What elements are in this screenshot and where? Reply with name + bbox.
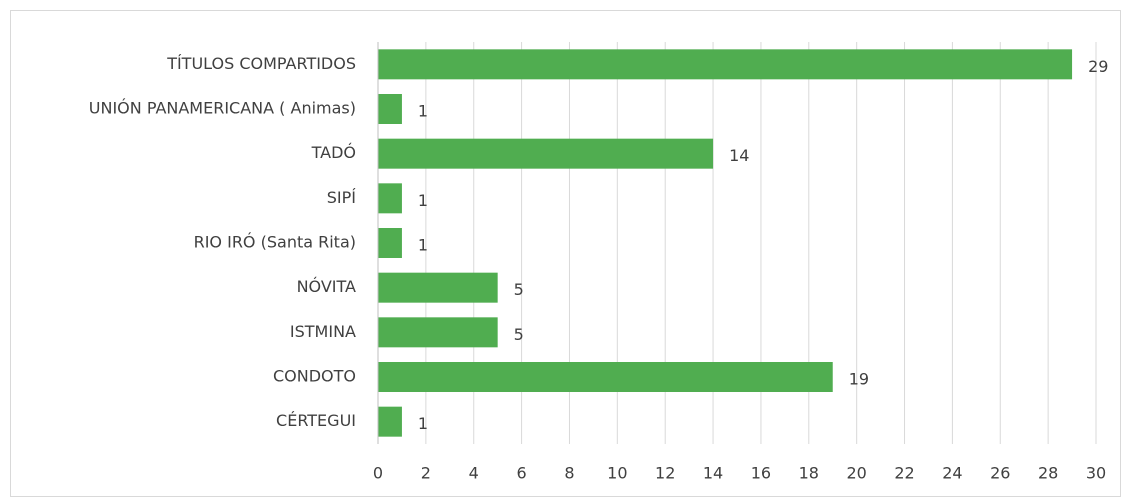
x-tick-label: 30 <box>1086 464 1106 483</box>
x-tick-label: 6 <box>517 464 527 483</box>
x-tick-label: 28 <box>1038 464 1058 483</box>
y-tick-label: UNIÓN PANAMERICANA ( Animas) <box>89 99 356 118</box>
bar <box>378 94 402 124</box>
x-tick-label: 10 <box>607 464 627 483</box>
bar <box>378 183 402 214</box>
bar <box>378 406 402 437</box>
bar <box>378 317 498 348</box>
data-label: 29 <box>1088 57 1108 76</box>
x-tick-label: 0 <box>373 464 383 483</box>
x-tick-label: 12 <box>655 464 675 483</box>
y-tick-label: NÓVITA <box>297 277 356 296</box>
y-tick-label: TADÓ <box>311 143 356 162</box>
data-label: 5 <box>514 325 524 344</box>
x-tick-label: 20 <box>846 464 866 483</box>
bar <box>378 272 498 303</box>
bar <box>378 49 1073 80</box>
x-tick-label: 26 <box>990 464 1010 483</box>
y-tick-label: TÍTULOS COMPARTIDOS <box>166 54 356 73</box>
x-tick-label: 14 <box>703 464 723 483</box>
y-tick-label: CONDOTO <box>273 367 356 386</box>
x-tick-label: 22 <box>894 464 914 483</box>
data-label: 14 <box>729 146 749 165</box>
x-tick-label: 2 <box>421 464 431 483</box>
data-label: 1 <box>418 191 428 210</box>
data-label: 1 <box>418 102 428 121</box>
chart-frame <box>10 10 1121 497</box>
x-tick-label: 18 <box>799 464 819 483</box>
x-tick-label: 8 <box>564 464 574 483</box>
bar <box>378 362 833 392</box>
data-label: 1 <box>418 414 428 433</box>
x-tick-label: 4 <box>469 464 479 483</box>
bar <box>378 138 714 169</box>
y-tick-label: RIO IRÓ (Santa Rita) <box>194 233 356 252</box>
x-tick-label: 16 <box>751 464 771 483</box>
data-label: 1 <box>418 236 428 255</box>
y-tick-label: CÉRTEGUI <box>276 411 356 430</box>
y-tick-label: SIPÍ <box>327 188 357 207</box>
data-label: 19 <box>849 370 869 389</box>
y-tick-label: ISTMINA <box>290 322 356 341</box>
x-tick-label: 24 <box>942 464 962 483</box>
bar <box>378 228 402 258</box>
data-label: 5 <box>514 280 524 299</box>
